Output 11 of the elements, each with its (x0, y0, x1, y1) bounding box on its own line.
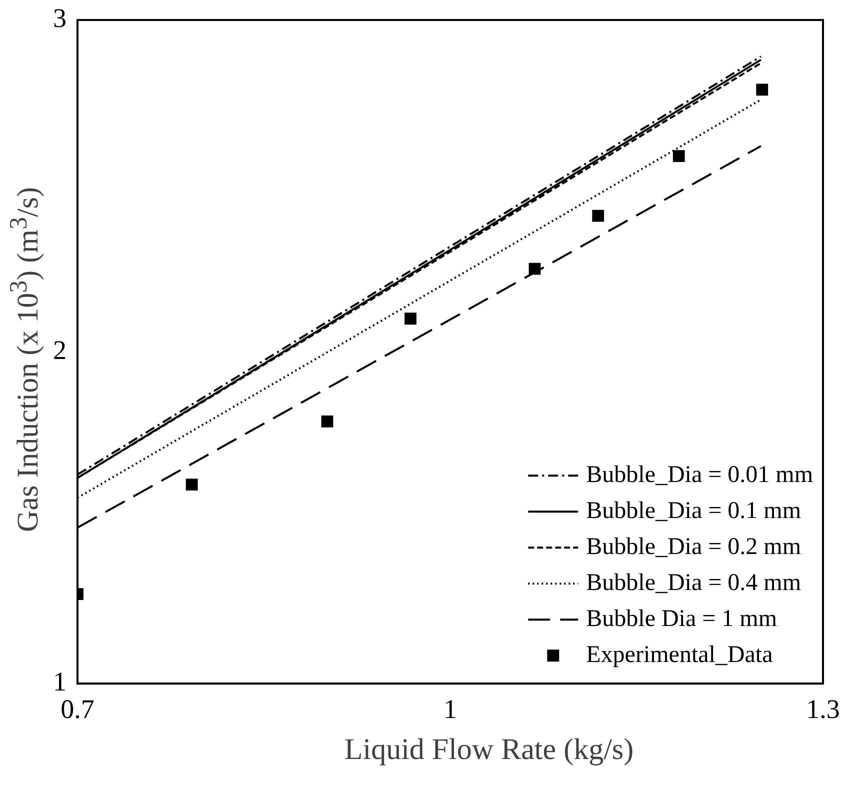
legend-label: Bubble_Dia = 0.2 mm (586, 534, 802, 560)
x-axis-title: Liquid Flow Rate (kg/s) (343, 733, 635, 767)
y-tick-label: 2 (53, 334, 66, 365)
x-tick-label: 1.3 (806, 694, 840, 724)
x-tick-label: 1 (444, 694, 457, 724)
y-tick-label: 3 (53, 3, 66, 34)
legend-label: Bubble_Dia = 0.01 mm (586, 462, 814, 488)
legend-label: Bubble_Dia = 0.1 mm (586, 498, 802, 524)
legend-label: Experimental_Data (586, 642, 774, 668)
legend-label: Bubble_Dia = 0.4 mm (586, 570, 802, 596)
legend-label: Bubble Dia = 1 mm (586, 606, 778, 632)
